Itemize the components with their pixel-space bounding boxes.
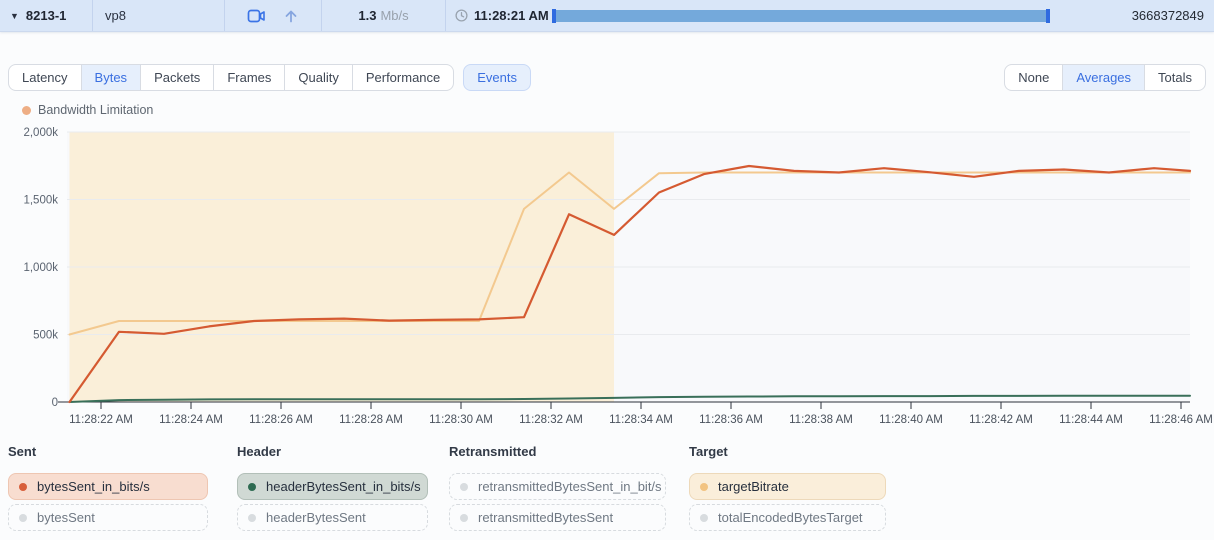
tab-bytes[interactable]: Bytes: [80, 65, 141, 90]
series-line-headerBytesSent-in-bits-s: [68, 394, 1191, 403]
x-axis-label: 11:28:24 AM: [159, 414, 223, 426]
series-dot-icon: [19, 482, 27, 491]
series-dot-icon: [248, 513, 256, 522]
clock-icon: [455, 9, 468, 22]
chip-headerBytesSent[interactable]: headerBytesSent: [237, 504, 428, 531]
chip-label: retransmittedBytesSent_in_bit/s: [478, 479, 662, 494]
chip-targetBitrate[interactable]: targetBitrate: [689, 473, 886, 500]
series-dot-icon: [700, 513, 708, 522]
x-axis-label: 11:28:44 AM: [1059, 414, 1123, 426]
group-title: Sent: [8, 444, 37, 459]
x-axis-label: 11:28:36 AM: [699, 414, 763, 426]
chip-bytesSent_in_bits-s[interactable]: bytesSent_in_bits/s: [8, 473, 208, 500]
tab-latency[interactable]: Latency: [22, 70, 68, 85]
ssrc-value: 3668372849: [1131, 8, 1204, 23]
arrow-up-icon: [285, 10, 297, 22]
event-legend-label: Bandwidth Limitation: [38, 103, 154, 117]
tab-performance[interactable]: Performance: [351, 65, 453, 90]
tab-events[interactable]: Events: [463, 64, 532, 91]
series-group-header: Header headerBytesSent_in_bits/s headerB…: [237, 444, 428, 535]
aggregation-totals[interactable]: Totals: [1144, 65, 1205, 90]
group-title: Header: [237, 444, 282, 459]
stream-id-cell[interactable]: ▼ 8213-1: [0, 0, 93, 31]
codec-label: vp8: [93, 0, 225, 31]
aggregation-none[interactable]: None: [1018, 70, 1050, 85]
x-axis-label: 11:28:30 AM: [429, 414, 493, 426]
series-dot-icon: [19, 513, 27, 522]
chip-label: headerBytesSent_in_bits/s: [266, 479, 421, 494]
series-dot-icon: [460, 513, 468, 522]
chip-headerBytesSent_in_bits-s[interactable]: headerBytesSent_in_bits/s: [237, 473, 428, 500]
x-axis-label: 11:28:40 AM: [879, 414, 943, 426]
x-axis-label: 11:28:42 AM: [969, 414, 1033, 426]
aggregation-averages[interactable]: Averages: [1062, 65, 1145, 90]
metric-tabs: Latency Bytes Packets Frames Quality Per…: [8, 64, 455, 91]
bitrate-readout: 1.3 Mb/s: [322, 0, 446, 31]
chip-label: targetBitrate: [718, 479, 789, 494]
current-time-readout: 11:28:21 AM: [446, 0, 552, 31]
series-dot-icon: [700, 482, 708, 491]
timeline-end-handle[interactable]: [1046, 8, 1050, 23]
tab-frames[interactable]: Frames: [213, 65, 284, 90]
bandwidth-limitation-dot-icon: [22, 105, 31, 115]
timeline-start-handle[interactable]: [552, 8, 556, 23]
chip-label: headerBytesSent: [266, 510, 366, 525]
bitrate-value: 1.3: [358, 8, 377, 23]
stream-type-icons: [225, 0, 322, 31]
group-title: Target: [689, 444, 728, 459]
chip-bytesSent[interactable]: bytesSent: [8, 504, 208, 531]
chip-retransmittedBytesSent_in_bit-s[interactable]: retransmittedBytesSent_in_bit/s: [449, 473, 666, 500]
series-dot-icon: [248, 482, 256, 491]
chip-totalEncodedBytesTarget[interactable]: totalEncodedBytesTarget: [689, 504, 886, 531]
y-axis-label: 0: [52, 397, 58, 409]
x-axis-label: 11:28:28 AM: [339, 414, 403, 426]
y-axis-label: 2,000k: [23, 127, 58, 139]
x-axis-label: 11:28:26 AM: [249, 414, 313, 426]
y-axis-label: 1,000k: [23, 262, 58, 274]
chip-retransmittedBytesSent[interactable]: retransmittedBytesSent: [449, 504, 666, 531]
y-axis-label: 500k: [33, 330, 58, 342]
x-axis-label: 11:28:38 AM: [789, 414, 853, 426]
collapse-caret-icon[interactable]: ▼: [10, 10, 19, 21]
series-group-target: Target targetBitrate totalEncodedBytesTa…: [689, 444, 886, 535]
bitrate-unit: Mb/s: [380, 8, 409, 23]
x-axis-label: 11:28:32 AM: [519, 414, 583, 426]
aggregation-tabs: None Averages Totals: [1004, 64, 1206, 91]
stream-header-row: ▼ 8213-1 vp8 1.3 Mb/s 11:28:21 AM: [0, 0, 1214, 32]
timeline-scrubber[interactable]: [552, 8, 1050, 23]
tab-quality[interactable]: Quality: [284, 65, 351, 90]
series-group-sent: Sent bytesSent_in_bits/s bytesSent: [8, 444, 208, 535]
timeline-track-fill[interactable]: [554, 9, 1048, 22]
tab-packets[interactable]: Packets: [140, 65, 213, 90]
current-time: 11:28:21 AM: [474, 8, 549, 23]
series-line-bytesSent-in-bits-s: [68, 164, 1192, 404]
chip-label: bytesSent_in_bits/s: [37, 479, 150, 494]
x-axis-label: 11:28:22 AM: [69, 414, 133, 426]
video-camera-icon: [247, 9, 266, 22]
x-axis-label: 11:28:34 AM: [609, 414, 673, 426]
group-title: Retransmitted: [449, 444, 537, 459]
series-selector: Sent bytesSent_in_bits/s bytesSent Heade…: [0, 444, 1214, 540]
y-axis-label: 1,500k: [23, 195, 58, 207]
event-legend: Bandwidth Limitation: [22, 103, 153, 117]
chart-toolbar: Latency Bytes Packets Frames Quality Per…: [8, 64, 1206, 91]
chip-label: retransmittedBytesSent: [478, 510, 614, 525]
bitrate-chart-svg[interactable]: 0 500k 1,000k 1,500k 2,000k 11:28:22 AM 11:28:…: [0, 125, 1214, 437]
chip-label: bytesSent: [37, 510, 95, 525]
series-dot-icon: [460, 482, 468, 491]
x-axis-label: 11:28:46 AM: [1149, 414, 1213, 426]
bitrate-chart[interactable]: 0 500k 1,000k 1,500k 2,000k 11:28:22 AM 11:28:…: [0, 125, 1214, 437]
series-group-retransmitted: Retransmitted retransmittedBytesSent_in_…: [449, 444, 666, 535]
chip-label: totalEncodedBytesTarget: [718, 510, 863, 525]
stream-id: 8213-1: [25, 8, 67, 23]
